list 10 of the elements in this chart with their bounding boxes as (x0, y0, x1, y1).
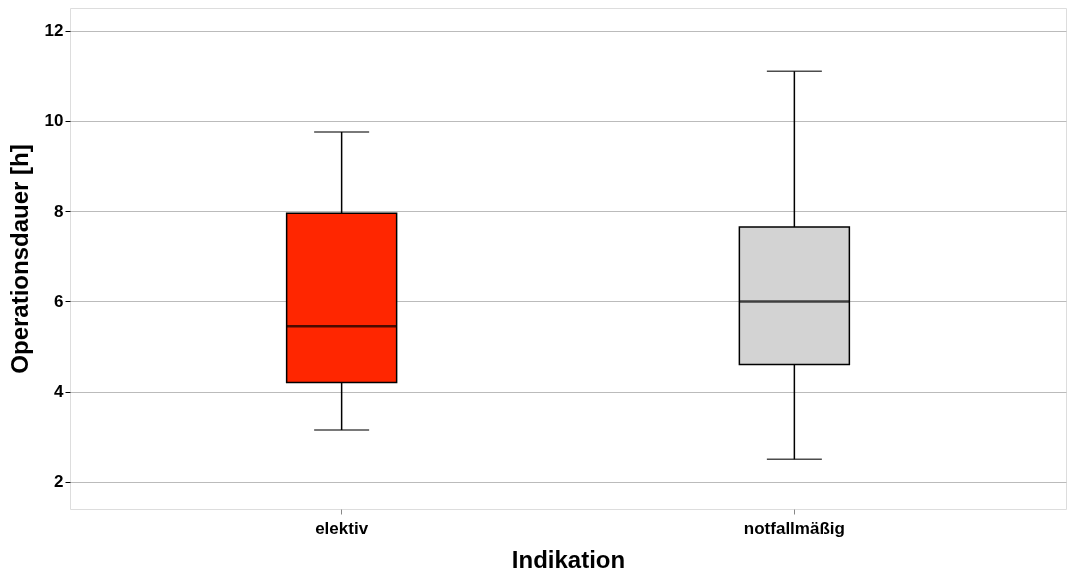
x-axis-title: Indikation (511, 545, 626, 573)
y-tick-label: 2 (54, 472, 64, 492)
y-tick-label: 4 (54, 382, 65, 402)
y-tick-label: 6 (54, 291, 64, 311)
x-tick-label: notfallmäßig (743, 518, 845, 538)
y-tick-label: 8 (54, 201, 64, 221)
y-axis-title: Operationsdauer [h] (5, 144, 33, 374)
x-tick-label: elektiv (315, 518, 369, 538)
y-tick-label: 12 (44, 21, 64, 41)
y-tick-label: 10 (44, 111, 64, 131)
